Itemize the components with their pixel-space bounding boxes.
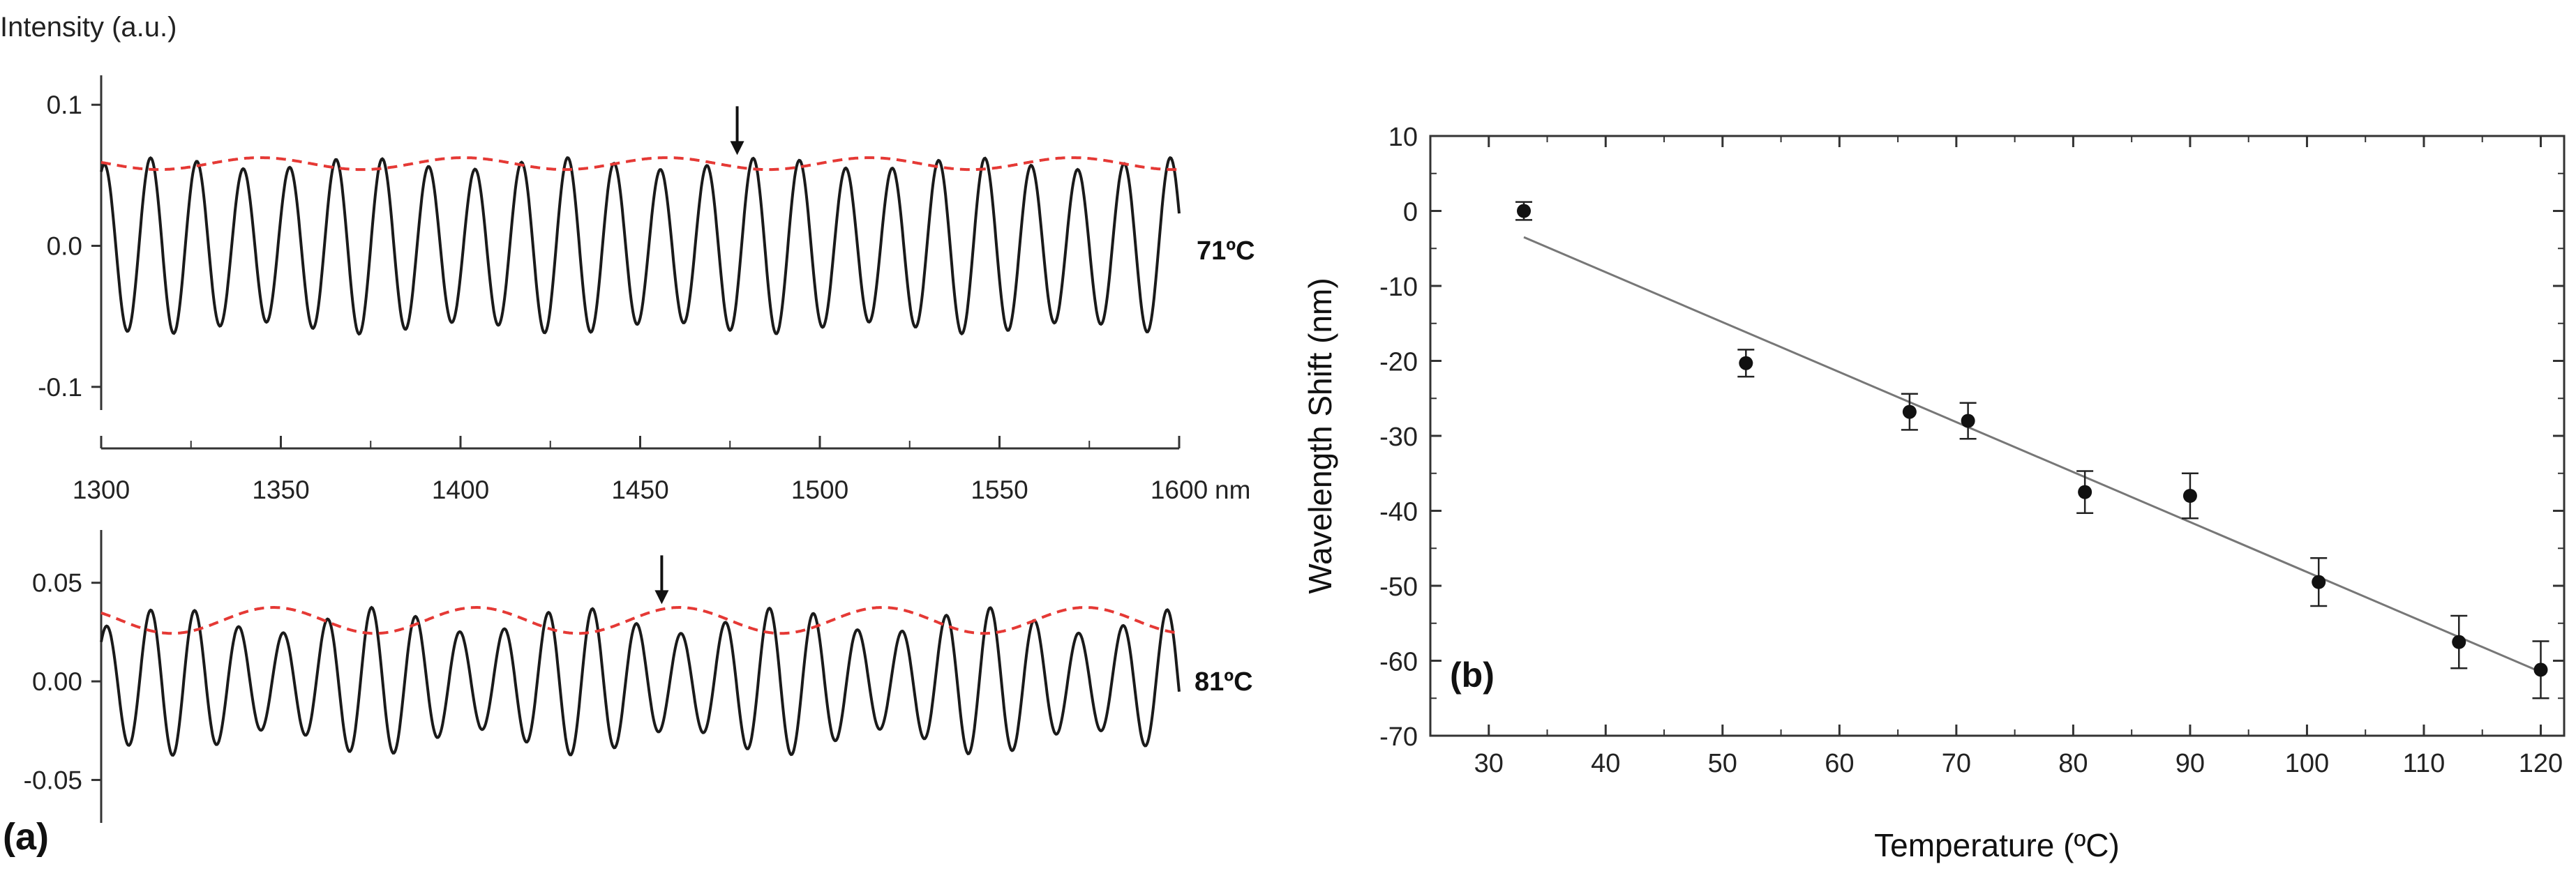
b-x-tick-label: 110 — [2403, 749, 2446, 778]
b-x-tick-label: 50 — [1708, 749, 1737, 778]
b-y-tick-label: -20 — [1379, 348, 1418, 377]
a-bottom-y-tick-label: 0.05 — [32, 569, 82, 598]
b-data-point — [1902, 404, 1917, 419]
panel-a: Intensity (a.u.) -0.1 0.0 0.1 71ºC 1300 135… — [0, 12, 1255, 858]
panel-a-x-ticks: 1300 1350 1400 1450 1500 1550 1600 — [73, 436, 1208, 504]
b-x-tick-label: 80 — [2058, 749, 2088, 778]
a-top-spectrum-line — [100, 156, 1181, 336]
b-data-point — [2078, 485, 2092, 499]
a-x-tick-label: 1450 — [611, 476, 668, 504]
b-y-tick-label: -30 — [1379, 423, 1418, 452]
panel-b-y-label: Wavelength Shift (nm) — [1302, 278, 1338, 593]
b-y-tick-label: -70 — [1379, 722, 1418, 752]
a-x-tick-label: 1400 — [432, 476, 489, 504]
b-x-tick-label: 100 — [2285, 749, 2329, 778]
panel-a-top: -0.1 0.0 0.1 71ºC 1300 1350 1400 1450 1500 1550… — [38, 75, 1255, 504]
panel-a-bottom-y-ticks: -0.05 0.00 0.05 — [24, 569, 101, 794]
panel-a-bottom: -0.05 0.00 0.05 81ºC — [24, 530, 1253, 823]
a-top-y-tick-label: 0.0 — [47, 232, 82, 261]
panel-a-y-title: Intensity (a.u.) — [0, 12, 177, 43]
b-y-tick-label: 10 — [1388, 123, 1418, 152]
b-data-point — [2533, 662, 2548, 677]
panel-b-x-ticks: 30 40 50 60 70 80 90 100 110 120 — [1430, 136, 2563, 778]
a-top-arrow-head — [730, 141, 744, 156]
panel-a-top-y-ticks: -0.1 0.0 0.1 — [38, 91, 101, 402]
panel-a-bottom-curves — [100, 605, 1181, 757]
panel-b-label: (b) — [1450, 656, 1495, 695]
a-x-tick-label: 1600 — [1151, 476, 1208, 504]
a-x-tick-label: 1550 — [971, 476, 1028, 504]
panel-a-top-arrow — [730, 106, 744, 156]
a-x-tick-label: 1350 — [252, 476, 309, 504]
b-x-tick-label: 30 — [1474, 749, 1504, 778]
b-data-point — [1517, 204, 1532, 218]
panel-a-label: (a) — [3, 816, 49, 858]
b-y-tick-label: -50 — [1379, 573, 1418, 602]
a-top-envelope-line — [100, 156, 1180, 172]
a-top-y-tick-label: 0.1 — [47, 91, 82, 119]
a-x-tick-label: 1500 — [791, 476, 848, 504]
b-data-point — [2312, 575, 2326, 589]
panel-b-y-ticks: 10 0 -10 -20 -30 -40 -50 -60 -70 — [1379, 123, 2564, 752]
panel-b: 100-10-20-30-40-50-60-70 30 40 50 60 70 80 90 1… — [1302, 123, 2566, 863]
panel-b-fit-line-group — [1523, 236, 2542, 674]
panel-b-x-label: Temperature (ºC) — [1874, 827, 2120, 863]
panel-a-top-curves — [100, 156, 1181, 336]
panel-a-top-temperature-label: 71ºC — [1197, 236, 1255, 266]
a-bottom-arrow-head — [654, 590, 669, 605]
b-y-tick-label: -60 — [1379, 648, 1418, 677]
panel-b-points — [1515, 201, 2549, 699]
a-x-tick-label: 1300 — [73, 476, 130, 504]
b-x-tick-label: 120 — [2519, 749, 2563, 778]
b-x-tick-label: 40 — [1591, 749, 1620, 778]
panel-b-frame — [1429, 135, 2566, 737]
b-data-point — [2182, 489, 2197, 503]
b-y-tick-label: -40 — [1379, 498, 1418, 527]
a-bottom-y-tick-label: 0.00 — [32, 667, 82, 696]
a-bottom-spectrum-line — [100, 605, 1181, 757]
panel-a-bottom-temperature-label: 81ºC — [1195, 667, 1253, 697]
b-y-tick-label: 0 — [1403, 198, 1418, 227]
b-x-tick-label: 90 — [2176, 749, 2205, 778]
panel-a-bottom-arrow — [654, 555, 669, 605]
b-data-point — [2452, 635, 2466, 649]
panel-a-x-unit: nm — [1215, 476, 1250, 504]
a-bottom-y-tick-label: -0.05 — [24, 766, 82, 794]
b-y-tick-label: -10 — [1379, 273, 1418, 302]
a-bottom-envelope-line — [100, 606, 1180, 635]
a-top-y-tick-label: -0.1 — [38, 373, 82, 402]
b-x-tick-label: 70 — [1942, 749, 1971, 778]
b-fit-line — [1523, 236, 2542, 674]
b-data-point — [1739, 356, 1753, 370]
b-data-point — [1961, 414, 1975, 428]
b-x-tick-label: 60 — [1825, 749, 1854, 778]
